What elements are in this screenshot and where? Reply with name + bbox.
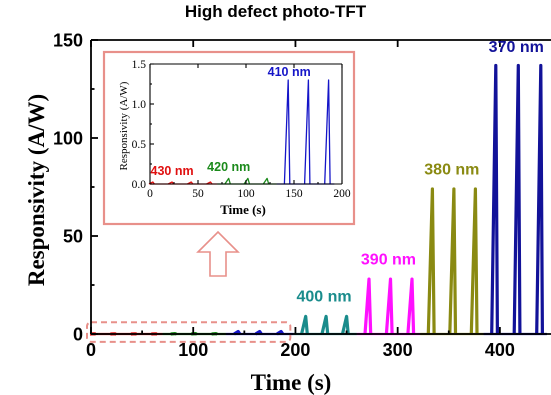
main-series-labels: 400 nm 390 nm 380 nm 370 nm [296,39,543,306]
inset-x-tick-label: 0 [147,188,153,200]
inset-series-420-nm-pulse-3 [262,177,270,185]
inset-x-axis-label: Time (s) [220,202,266,217]
main-series-390-nm-pulse-2 [384,277,394,335]
main-x-tick-label: 0 [86,340,96,360]
inset-y-tick-label: 0.5 [132,139,147,151]
main-x-tick-label: 400 [485,340,515,360]
inset-frame [102,50,356,226]
up-arrow-icon [196,230,240,277]
main-series-380-nm-pulse-3 [469,187,479,335]
main-series-400-nm-pulse-1 [300,314,309,335]
main-series-370-nm-pulse-3 [535,63,544,335]
inset-y-tick-label: 1.5 [132,59,147,71]
inset-series-labels: 430 nm 420 nm 410 nm [151,65,311,178]
inset-y-tick-label: 0.0 [132,179,147,191]
zoom-arrow [196,230,240,277]
inset-series-430-nm-pulse-2 [167,181,175,185]
inset-series-430-nm-pulse-3 [187,181,194,185]
inset-series-410-nm-pulse-2 [303,79,311,185]
main-y-tick-label: 100 [53,128,83,148]
main-series-label-370-nm: 370 nm [489,39,544,56]
main-y-axis-label: Responsivity (A/W) [24,94,49,286]
inset-plot: 0 50 100 150 200 0.0 0.5 1.0 1.5 430 nm 420 nm 410… [102,50,356,226]
inset-series-label-410-nm: 410 nm [268,65,311,79]
main-y-tick-label: 50 [63,226,83,246]
inset-y-axis-label: Responsivity (A/W) [118,81,130,170]
main-series-390-nm-pulse-1 [363,277,373,335]
inset-series-420-nm-pulse-1 [224,177,231,185]
main-series-400-nm-pulse-2 [320,314,330,335]
inset-series-label-430-nm: 430 nm [151,164,194,178]
main-series-400-nm-pulse-3 [340,314,350,335]
inset-series-410-nm-pulse-3 [324,79,331,185]
inset-x-tick-label: 100 [237,188,255,200]
main-x-tick-label: 100 [178,340,208,360]
main-series-label-400-nm: 400 nm [296,289,351,306]
inset-y-tick-label: 1.0 [132,99,147,111]
main-axes-layer: 0 100 200 300 400 0 50 100 150 [53,30,551,360]
main-series-label-390-nm: 390 nm [361,251,416,268]
inset-series-410-nm-pulse-1 [283,79,291,185]
chart-title: High defect photo-TFT [184,2,367,21]
inset-x-tick-label: 200 [333,188,351,200]
main-series-label-380-nm: 380 nm [424,161,479,178]
inset-series-label-420-nm: 420 nm [207,160,250,174]
main-series-370-nm-pulse-1 [490,63,499,335]
main-series-380-nm-pulse-1 [426,187,436,335]
main-series-370-nm-pulse-2 [512,63,522,335]
main-x-tick-label: 200 [280,340,310,360]
inset-axes-layer: 0 50 100 150 200 0.0 0.5 1.0 1.5 [132,59,351,200]
main-series-380-nm-pulse-2 [448,187,458,335]
main-series-390-nm-pulse-3 [406,277,416,335]
inset-series-430-nm-pulse-4 [206,181,213,185]
inset-x-tick-label: 50 [192,188,204,200]
inset-x-tick-label: 150 [285,188,303,200]
main-plot: 0 100 200 300 400 0 50 100 150 400 nm 390 nm 380 n… [24,30,551,395]
main-x-tick-label: 300 [383,340,413,360]
inset-series-420-nm-pulse-2 [243,177,251,185]
main-y-tick-label: 150 [53,30,83,50]
main-y-tick-label: 0 [73,324,83,344]
main-x-axis-label: Time (s) [251,370,332,395]
